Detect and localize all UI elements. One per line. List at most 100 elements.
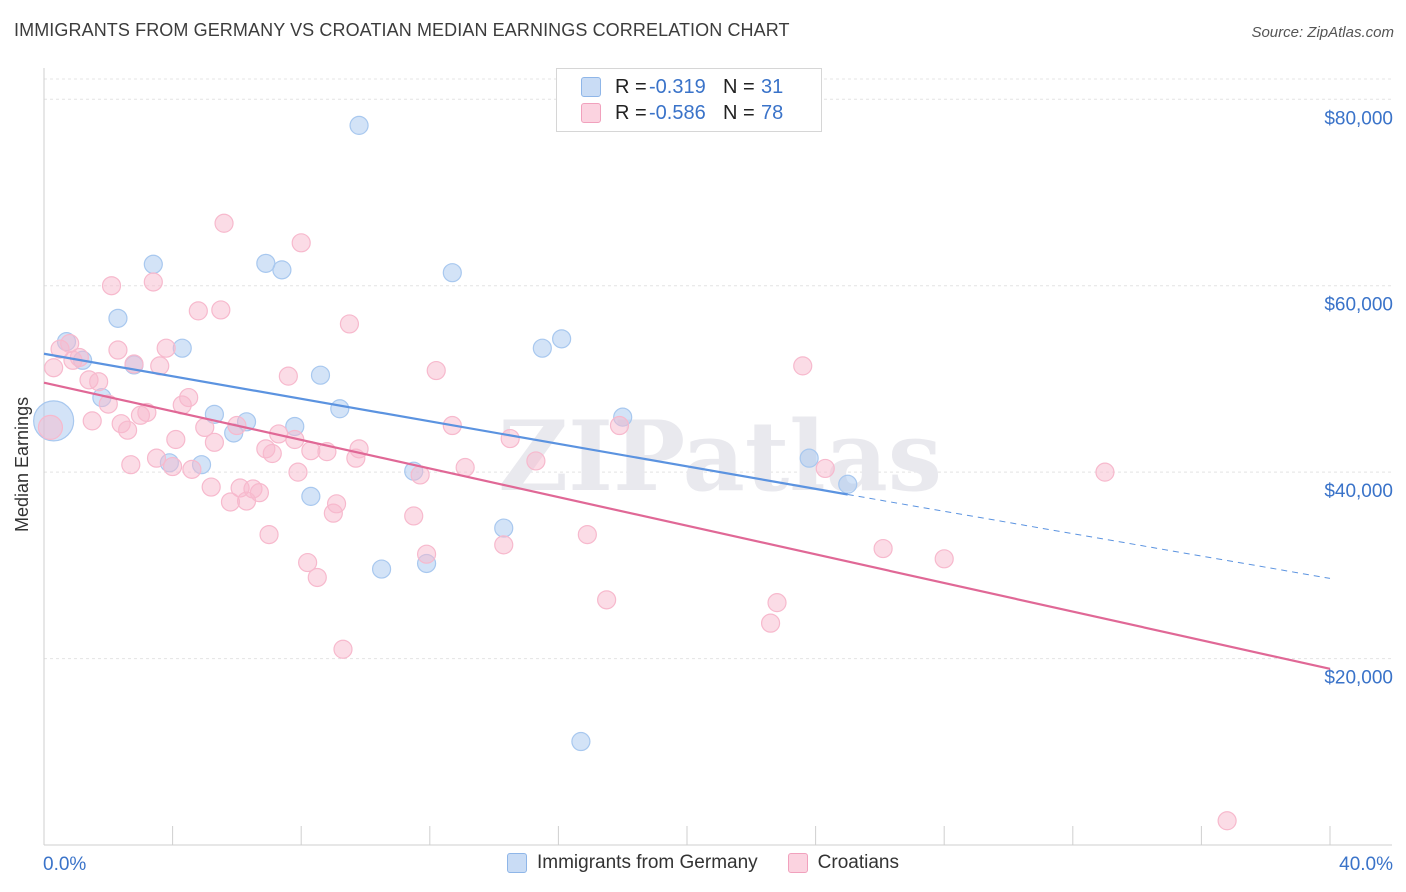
series-legend-germany[interactable]: Immigrants from Germany xyxy=(507,852,758,874)
croatians-point xyxy=(1217,811,1237,831)
croatians-point xyxy=(214,213,234,233)
germany-point xyxy=(552,329,572,349)
croatians-point xyxy=(278,366,298,386)
legend-r-label: R = xyxy=(615,75,647,98)
legend-swatch-germany xyxy=(507,853,527,873)
germany-point xyxy=(108,308,128,328)
x-tick-label: 0.0% xyxy=(43,854,86,875)
legend-swatch-germany xyxy=(581,77,601,97)
croatians-point xyxy=(121,455,141,475)
croatians-point xyxy=(455,457,475,478)
croatians-point xyxy=(101,276,122,296)
legend-n-value: 31 xyxy=(761,75,784,98)
x-tick-label: 40.0% xyxy=(1339,854,1393,875)
series-legend: Immigrants from Germany Croatians xyxy=(0,852,1406,874)
croatians-point xyxy=(44,358,64,378)
y-tick-label: $40,000 xyxy=(1324,481,1393,502)
germany-point xyxy=(272,260,292,280)
legend-row-germany: R = -0.319 N = 31 xyxy=(581,75,783,99)
germany-point xyxy=(172,338,192,358)
croatians-point xyxy=(188,301,208,321)
legend-n-label: N = xyxy=(723,101,755,124)
series-legend-label: Immigrants from Germany xyxy=(537,852,758,873)
germany-point xyxy=(571,731,591,752)
croatians-point xyxy=(182,459,202,479)
croatians-point xyxy=(416,544,437,564)
croatians-point xyxy=(201,477,221,497)
croatians-point xyxy=(143,272,163,292)
source-label: Source: ZipAtlas.com xyxy=(1251,24,1394,41)
croatians-point xyxy=(211,300,231,320)
correlation-legend: R = -0.319 N = 31 R = -0.586 N = 78 xyxy=(556,68,822,132)
croatians-point xyxy=(82,411,102,431)
legend-swatch-croatians xyxy=(581,103,601,123)
croatians-point xyxy=(597,590,617,610)
germany-point xyxy=(799,448,819,468)
croatians-point xyxy=(37,414,64,440)
germany-point xyxy=(256,253,276,273)
croatians-point xyxy=(326,494,347,514)
y-tick-label: $80,000 xyxy=(1324,108,1393,129)
croatians-point xyxy=(298,552,318,573)
croatians-point xyxy=(146,448,167,468)
croatians-point xyxy=(1095,462,1115,482)
legend-swatch-croatians xyxy=(787,853,808,873)
legend-n-value: 78 xyxy=(761,101,784,124)
germany-point xyxy=(310,365,331,385)
watermark: ZIPatlas xyxy=(498,400,942,513)
germany-point xyxy=(301,486,321,506)
legend-row-croatians: R = -0.586 N = 78 xyxy=(581,101,783,125)
y-axis-label: Median Earnings xyxy=(12,396,32,532)
germany-point xyxy=(330,399,350,419)
legend-r-value: -0.319 xyxy=(649,75,706,98)
croatians-point xyxy=(577,524,597,545)
y-tick-label: $20,000 xyxy=(1324,668,1393,689)
croatians-point xyxy=(163,456,183,477)
croatians-point xyxy=(333,639,353,659)
germany-point xyxy=(838,474,858,494)
germany-trend-extension xyxy=(847,494,1331,579)
croatians-point xyxy=(89,372,109,392)
croatians-point xyxy=(291,233,311,253)
germany-point xyxy=(349,115,369,135)
croatians-point xyxy=(137,402,157,423)
croatians-point xyxy=(934,549,954,569)
croatians-point xyxy=(793,356,813,376)
croatians-point xyxy=(500,428,520,449)
germany-point xyxy=(143,254,163,274)
germany-trend-line xyxy=(43,352,848,496)
croatians-point xyxy=(249,483,270,503)
croatians-trend-line xyxy=(43,381,1331,670)
germany-point xyxy=(532,338,552,358)
legend-n-label: N = xyxy=(723,75,755,98)
croatians-point xyxy=(526,451,546,471)
croatians-point xyxy=(117,420,138,440)
croatians-point xyxy=(426,360,446,381)
germany-point xyxy=(442,263,462,283)
croatians-point xyxy=(179,387,199,408)
germany-point xyxy=(494,518,514,538)
croatians-point xyxy=(760,613,781,633)
croatians-point xyxy=(609,415,630,436)
croatians-point xyxy=(259,524,279,545)
croatians-point xyxy=(98,394,118,414)
series-legend-label: Croatians xyxy=(817,852,899,873)
germany-point xyxy=(371,559,392,579)
croatians-point xyxy=(69,347,89,368)
croatians-point xyxy=(108,340,128,360)
croatians-point xyxy=(307,567,327,588)
series-legend-croatians[interactable]: Croatians xyxy=(787,852,899,874)
legend-r-label: R = xyxy=(615,101,647,124)
croatians-point xyxy=(767,593,787,613)
croatians-point xyxy=(204,432,224,452)
croatians-point xyxy=(815,458,835,479)
croatians-point xyxy=(494,535,514,555)
croatians-point xyxy=(156,338,176,358)
croatians-point xyxy=(262,443,282,464)
croatians-point xyxy=(288,462,308,482)
y-tick-label: $60,000 xyxy=(1324,295,1393,316)
chart-title: IMMIGRANTS FROM GERMANY VS CROATIAN MEDI… xyxy=(14,20,790,40)
croatians-point xyxy=(339,314,360,334)
croatians-point xyxy=(166,429,186,450)
